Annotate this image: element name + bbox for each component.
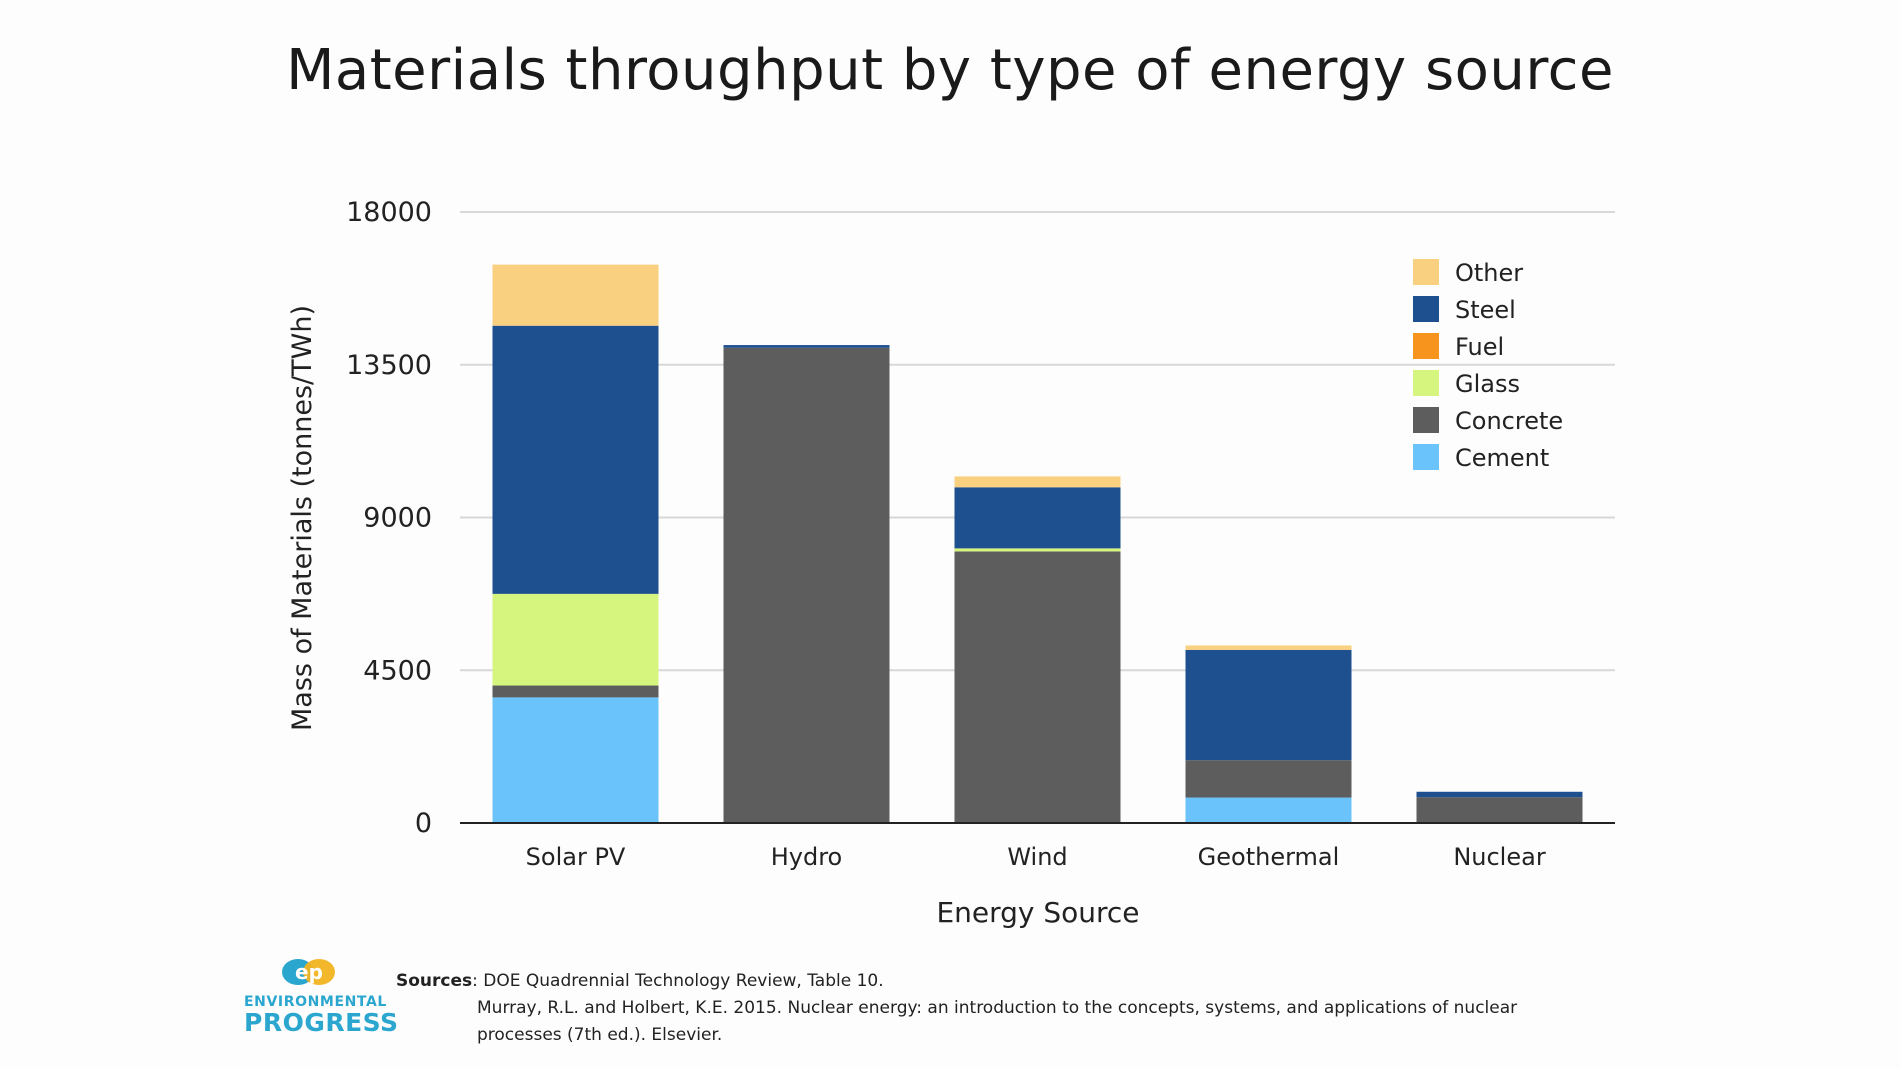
bar-geothermal-other [1185,645,1352,650]
x-tick-label: Solar PV [526,843,626,871]
source-2: Murray, R.L. and Holbert, K.E. 2015. Nuc… [477,998,1518,1045]
y-tick-label: 0 [415,808,432,839]
y-tick-label: 4500 [363,655,432,686]
bar-solar-pv-cement [492,697,659,823]
x-tick-label: Hydro [771,843,843,871]
ep-logo-icon: ep [282,959,335,985]
bar-hydro-steel [723,345,890,348]
bar-solar-pv-steel [492,325,659,594]
sources-label: Sources [396,971,473,991]
legend: Other Steel Fuel Glass Concrete Cement [1413,259,1563,472]
axes: 0 4500 9000 13500 18000 Solar PV Hydro Wind Geot… [346,197,1615,871]
legend-swatch-steel [1413,296,1439,322]
bar-wind-other [954,476,1121,488]
bars [492,264,1583,823]
bar-geothermal-concrete [1185,760,1352,798]
bar-geothermal-steel [1185,649,1352,761]
bar-solar-pv-glass [492,593,659,686]
stacked-bar-chart: 0 4500 9000 13500 18000 Solar PV Hydro Wind Geot… [287,197,1615,929]
bar-geothermal-cement [1185,797,1352,823]
legend-swatch-glass [1413,370,1439,396]
legend-label-cement: Cement [1455,444,1549,472]
y-tick-label: 9000 [363,503,432,534]
y-tick-label: 13500 [346,350,432,381]
sources-footnote: Sources: DOE Quadrennial Technology Revi… [396,968,1597,1049]
y-tick-label: 18000 [346,197,432,228]
y-axis-label: Mass of Materials (tonnes/TWh) [287,305,318,731]
legend-swatch-concrete [1413,407,1439,433]
legend-label-concrete: Concrete [1455,407,1563,435]
legend-label-steel: Steel [1455,296,1516,324]
bar-nuclear-concrete [1416,797,1583,823]
bar-wind-glass [954,548,1121,552]
legend-swatch-cement [1413,444,1439,470]
x-axis-label: Energy Source [936,896,1139,929]
logo-mark: ep [295,960,323,984]
bar-wind-steel [954,487,1121,549]
bar-solar-pv-other [492,264,659,326]
source-1: : DOE Quadrennial Technology Review, Tab… [472,971,884,991]
logo-line2: PROGRESS [244,1008,399,1037]
chart-title: Materials throughput by type of energy s… [286,38,1614,103]
bar-solar-pv-concrete [492,685,659,698]
legend-label-other: Other [1455,259,1523,287]
legend-label-fuel: Fuel [1455,333,1504,361]
bar-nuclear-steel [1416,791,1583,798]
bar-wind-concrete [954,551,1121,823]
legend-label-glass: Glass [1455,370,1520,398]
environmental-progress-logo: ep ENVIRONMENTAL PROGRESS [244,952,399,1037]
bar-hydro-concrete [723,347,890,823]
x-tick-label: Nuclear [1453,843,1546,871]
x-tick-label: Wind [1007,843,1067,871]
logo-line1: ENVIRONMENTAL [244,994,387,1010]
legend-swatch-fuel [1413,333,1439,359]
x-tick-label: Geothermal [1198,843,1340,871]
legend-swatch-other [1413,259,1439,285]
